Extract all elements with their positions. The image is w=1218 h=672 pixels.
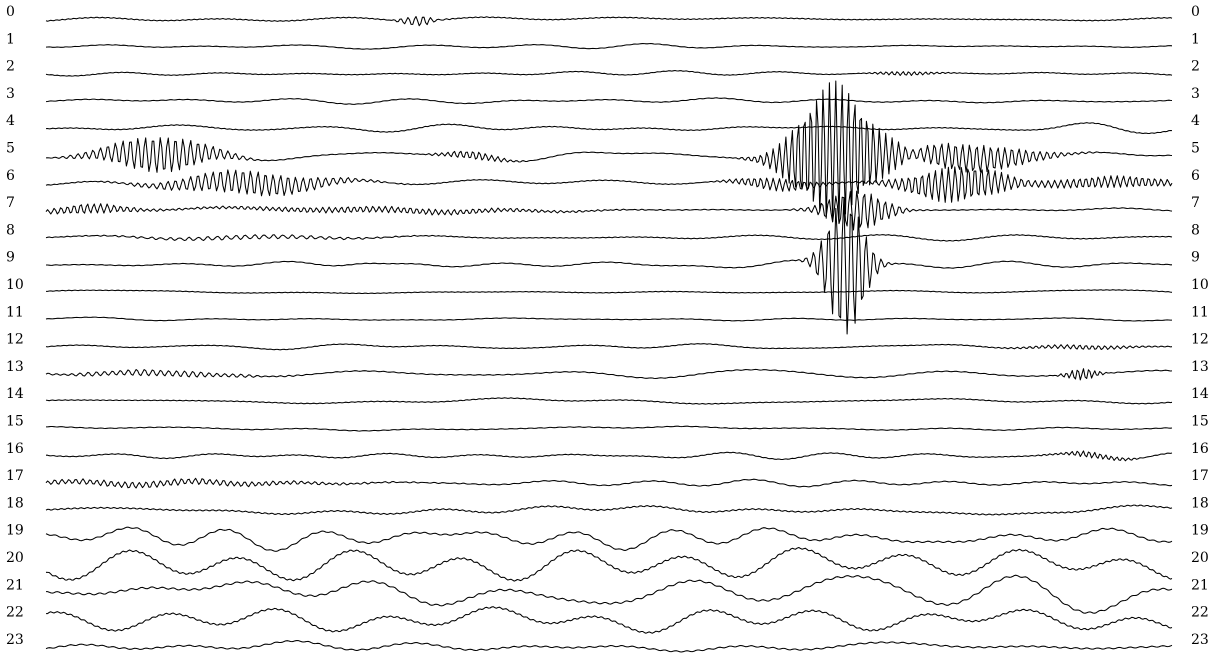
channel-label-left-11: 11: [6, 304, 24, 320]
channel-trace-9: [46, 197, 1172, 335]
channel-label-right-6: 6: [1191, 168, 1200, 184]
channel-label-left-13: 13: [6, 359, 24, 375]
channel-label-right-10: 10: [1191, 277, 1209, 293]
channel-trace-12: [45, 343, 1173, 351]
channel-label-left-9: 9: [6, 250, 15, 266]
channel-label-right-22: 22: [1191, 605, 1209, 621]
channel-label-right-16: 16: [1191, 441, 1209, 457]
channel-trace-5: [45, 80, 1173, 223]
channel-label-left-4: 4: [6, 113, 15, 129]
channel-label-right-1: 1: [1191, 31, 1200, 47]
channel-traces: [45, 15, 1173, 653]
channel-label-left-21: 21: [6, 577, 24, 593]
channel-label-left-23: 23: [6, 632, 24, 648]
channel-label-right-20: 20: [1191, 550, 1209, 566]
channel-label-right-9: 9: [1191, 250, 1200, 266]
channel-label-right-17: 17: [1191, 468, 1209, 484]
channel-label-right-18: 18: [1191, 495, 1209, 511]
channel-trace-20: [45, 546, 1173, 582]
channel-label-right-13: 13: [1191, 359, 1209, 375]
channel-trace-10: [46, 289, 1173, 295]
channel-label-right-12: 12: [1191, 332, 1209, 348]
channel-label-right-11: 11: [1191, 304, 1209, 320]
channel-label-left-5: 5: [6, 141, 15, 157]
channel-label-right-0: 0: [1191, 4, 1200, 20]
channel-trace-23: [45, 639, 1173, 653]
channel-label-right-7: 7: [1191, 195, 1200, 211]
channel-label-left-1: 1: [6, 31, 15, 47]
channel-label-left-0: 0: [6, 4, 15, 20]
channel-label-right-23: 23: [1191, 632, 1209, 648]
channel-label-right-14: 14: [1191, 386, 1209, 402]
channel-label-left-22: 22: [6, 605, 24, 621]
channel-trace-3: [45, 97, 1173, 105]
channel-label-left-15: 15: [6, 414, 24, 430]
channel-label-right-4: 4: [1191, 113, 1200, 129]
channel-trace-17: [45, 477, 1173, 489]
channel-label-right-5: 5: [1191, 141, 1200, 157]
channel-trace-21: [46, 574, 1173, 614]
channel-label-right-2: 2: [1191, 59, 1200, 75]
channel-label-right-8: 8: [1191, 222, 1200, 238]
channel-trace-4: [45, 122, 1173, 135]
channel-trace-22: [46, 606, 1173, 634]
channel-label-right-3: 3: [1191, 86, 1200, 102]
channel-trace-19: [45, 526, 1173, 552]
channel-label-left-12: 12: [6, 332, 24, 348]
channel-label-left-7: 7: [6, 195, 15, 211]
channel-label-left-10: 10: [6, 277, 24, 293]
channel-label-right-15: 15: [1191, 414, 1209, 430]
channel-trace-1: [45, 42, 1173, 50]
channel-label-left-20: 20: [6, 550, 24, 566]
channel-trace-2: [45, 69, 1173, 77]
channel-label-left-3: 3: [6, 86, 15, 102]
channel-label-left-16: 16: [6, 441, 24, 457]
channel-trace-14: [45, 397, 1173, 405]
channel-label-left-19: 19: [6, 523, 24, 539]
channel-trace-7: [45, 190, 1173, 231]
channel-label-left-14: 14: [6, 386, 24, 402]
channel-label-left-17: 17: [6, 468, 24, 484]
channel-trace-15: [46, 425, 1173, 432]
channel-label-right-19: 19: [1191, 523, 1209, 539]
channel-label-left-8: 8: [6, 222, 15, 238]
channel-trace-13: [45, 368, 1173, 381]
channel-label-left-2: 2: [6, 59, 15, 75]
channel-label-right-21: 21: [1191, 577, 1209, 593]
channel-trace-6: [45, 166, 1173, 203]
channel-trace-16: [46, 450, 1173, 462]
channel-label-left-18: 18: [6, 495, 24, 511]
channel-label-left-6: 6: [6, 168, 15, 184]
channel-trace-0: [45, 15, 1173, 27]
channel-trace-18: [45, 504, 1173, 516]
channel-trace-8: [45, 234, 1173, 242]
channel-trace-11: [45, 316, 1172, 322]
